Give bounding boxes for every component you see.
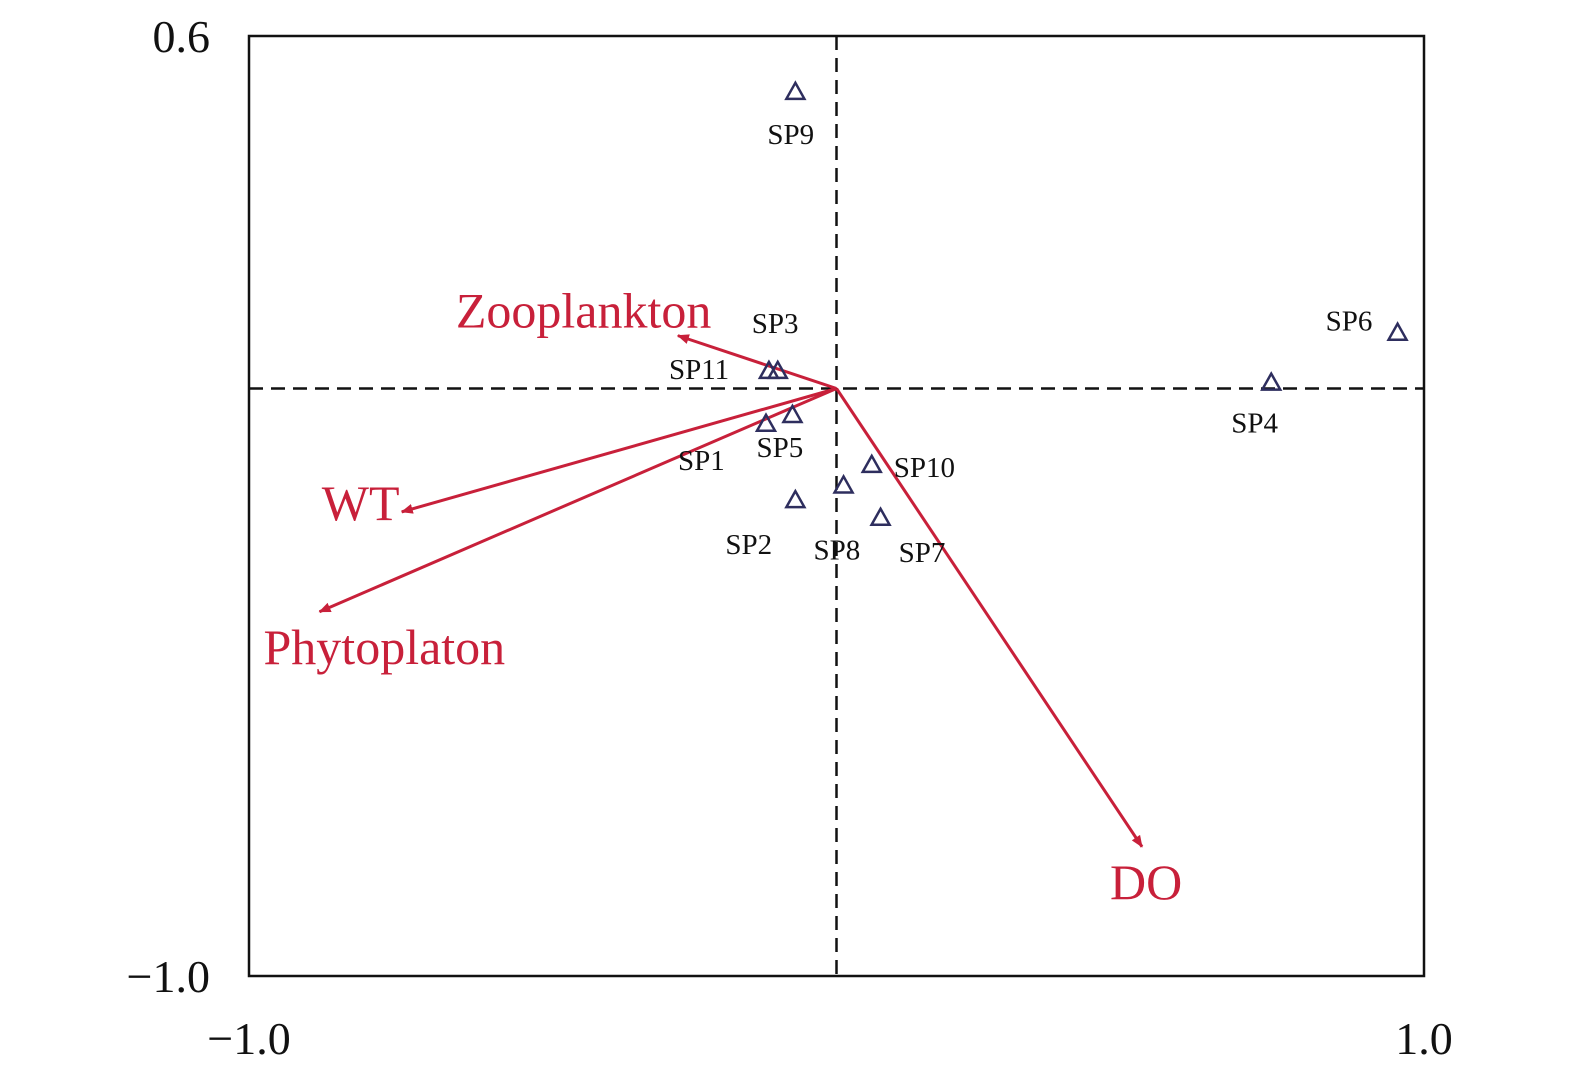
- site-label-sp5: SP5: [756, 432, 803, 464]
- site-marker-sp9: [784, 80, 807, 101]
- site-label-sp9: SP9: [767, 119, 814, 151]
- site-label-sp4: SP4: [1231, 408, 1278, 440]
- site-label-sp7: SP7: [899, 537, 946, 569]
- site-label-sp11: SP11: [669, 354, 729, 386]
- site-marker-sp6: [1386, 321, 1409, 341]
- site-label-sp10: SP10: [894, 452, 955, 484]
- vector-label-phytoplaton: Phytoplaton: [264, 619, 506, 675]
- x-tick-label-left: −1.0: [207, 1013, 290, 1064]
- environment-vectors: Zooplankton WT Phytoplaton DO: [264, 283, 1183, 910]
- site-marker-sp1: [754, 412, 778, 432]
- site-points: SP1 SP2 SP3 SP4 SP5 SP6 SP7 SP8 SP9 SP10 SP11: [669, 80, 1409, 569]
- site-marker-sp2: [784, 488, 807, 509]
- site-marker-sp7: [869, 506, 892, 526]
- vector-arrow-zooplankton: [676, 334, 837, 390]
- y-tick-label-bottom: −1.0: [127, 951, 210, 1002]
- vector-label-zooplankton: Zooplankton: [456, 283, 712, 339]
- site-label-sp3: SP3: [752, 308, 799, 340]
- site-label-sp2: SP2: [725, 529, 772, 561]
- y-tick-label-top: 0.6: [153, 11, 211, 62]
- site-label-sp1: SP1: [678, 445, 725, 477]
- site-marker-sp11: [757, 359, 781, 380]
- vector-arrow-phytoplaton: [318, 387, 838, 614]
- vector-arrow-do: [835, 387, 1144, 848]
- vector-label-do: DO: [1110, 854, 1182, 910]
- site-marker-sp4: [1260, 371, 1283, 391]
- site-label-sp8: SP8: [814, 534, 861, 566]
- site-marker-sp5: [781, 403, 804, 424]
- x-tick-label-right: 1.0: [1395, 1013, 1453, 1064]
- site-label-sp6: SP6: [1326, 306, 1373, 338]
- vector-arrow-wt: [400, 387, 837, 514]
- site-marker-sp8: [832, 473, 855, 494]
- vector-label-wt: WT: [322, 475, 400, 531]
- site-marker-sp10: [860, 453, 883, 474]
